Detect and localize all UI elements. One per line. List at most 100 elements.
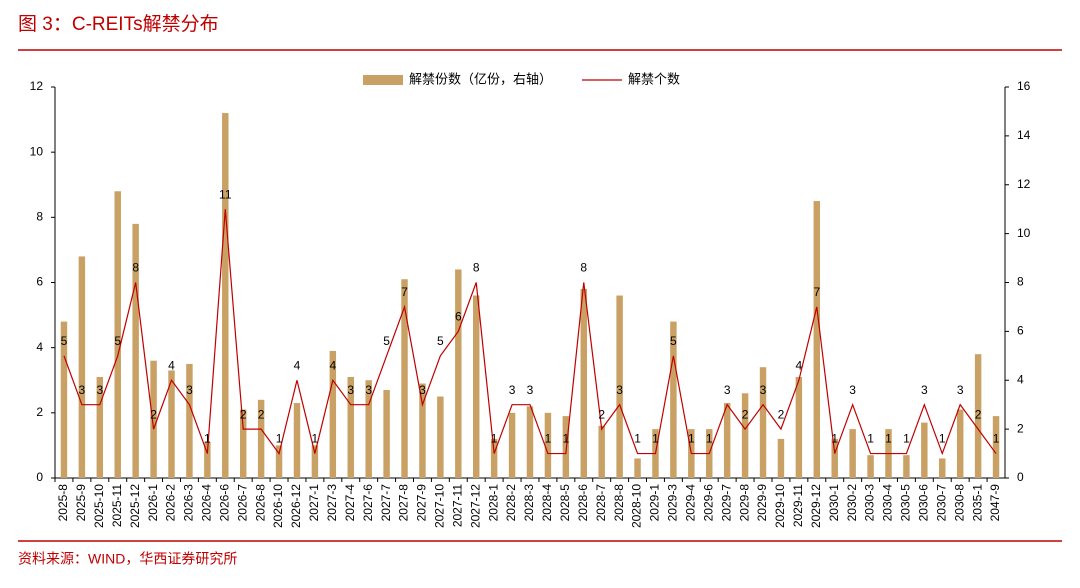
data-label: 1 (312, 432, 319, 446)
data-label: 2 (258, 407, 265, 421)
bar (168, 370, 175, 478)
x-tick-label: 2029-8 (737, 484, 751, 522)
x-tick-label: 2029-10 (773, 484, 787, 528)
bar (795, 376, 803, 478)
data-label: 7 (813, 285, 820, 299)
data-label: 3 (527, 383, 534, 397)
legend-label: 解禁份数（亿份，右轴） (409, 71, 552, 86)
y2-tick-label: 0 (1017, 470, 1024, 484)
bar (311, 445, 319, 478)
data-label: 5 (114, 334, 121, 348)
y2-tick-label: 2 (1017, 421, 1024, 435)
bar (939, 458, 946, 478)
bar (204, 442, 211, 478)
bar (365, 380, 372, 478)
data-label: 2 (975, 407, 982, 421)
bar (759, 367, 767, 478)
x-tick-label: 2027-12 (468, 484, 482, 528)
bar (473, 295, 480, 478)
data-label: 3 (365, 383, 372, 397)
data-label: 4 (294, 358, 301, 372)
x-tick-label: 2028-5 (558, 484, 572, 522)
x-tick-label: 2029-11 (791, 484, 805, 527)
x-tick-label: 2026-7 (235, 484, 249, 522)
bar (490, 438, 498, 478)
x-tick-label: 2026-1 (146, 484, 160, 522)
data-label: 3 (79, 383, 86, 397)
x-tick-label: 2025-11 (110, 484, 124, 527)
x-tick-label: 2027-10 (433, 484, 447, 528)
x-tick-label: 2027-8 (397, 484, 411, 522)
bar (150, 360, 157, 478)
x-tick-label: 2025-8 (56, 484, 70, 522)
bar (741, 393, 749, 478)
x-tick-label: 2028-2 (504, 484, 518, 522)
data-label: 3 (186, 383, 193, 397)
x-tick-label: 2028-3 (522, 484, 536, 522)
bar (78, 256, 86, 478)
x-tick-label: 2029-12 (809, 484, 823, 528)
y-tick-label: 8 (36, 210, 43, 224)
bar (849, 429, 856, 478)
x-tick-label: 2026-3 (182, 484, 196, 522)
x-tick-label: 2030-6 (917, 484, 931, 522)
bar (132, 223, 139, 478)
data-label: 1 (491, 432, 498, 446)
bar (580, 289, 587, 478)
bar (921, 422, 928, 478)
y2-tick-label: 6 (1017, 324, 1024, 338)
y2-tick-label: 4 (1017, 372, 1024, 386)
legend-swatch (363, 75, 403, 85)
x-tick-label: 2027-11 (450, 484, 464, 527)
data-label: 4 (796, 358, 803, 372)
data-label: 8 (580, 261, 587, 275)
x-tick-label: 2027-7 (379, 484, 393, 522)
x-tick-label: 2030-7 (934, 484, 948, 522)
bar (992, 416, 1000, 478)
bar (347, 376, 354, 478)
x-tick-label: 2029-6 (701, 484, 715, 522)
data-label: 3 (957, 383, 964, 397)
x-tick-label: 2026-12 (289, 484, 303, 528)
bar (526, 406, 534, 478)
data-label: 3 (616, 383, 623, 397)
x-tick-label: 2027-9 (415, 484, 429, 522)
x-tick-label: 2027-6 (361, 484, 375, 522)
x-tick-label: 2027-1 (307, 484, 321, 522)
data-label: 1 (204, 432, 211, 446)
bar (670, 321, 677, 478)
data-label: 3 (849, 383, 856, 397)
bar (222, 113, 229, 479)
data-label: 3 (760, 383, 767, 397)
x-tick-label: 2027-3 (325, 484, 339, 522)
y2-tick-label: 14 (1017, 128, 1031, 142)
bar (257, 399, 265, 478)
legend-label: 解禁个数 (628, 71, 680, 86)
data-label: 2 (240, 407, 247, 421)
data-label: 2 (778, 407, 785, 421)
data-label: 3 (921, 383, 928, 397)
x-tick-label: 2028-7 (594, 484, 608, 522)
data-label: 1 (276, 432, 283, 446)
source: 资料来源：WIND，华西证券研究所 (18, 551, 237, 567)
x-tick-label: 2030-1 (827, 484, 841, 522)
data-label: 5 (383, 334, 390, 348)
data-label: 3 (724, 383, 731, 397)
x-tick-label: 2029-9 (755, 484, 769, 522)
bar (114, 191, 121, 478)
data-label: 1 (652, 432, 659, 446)
data-label: 4 (329, 358, 336, 372)
data-label: 1 (867, 432, 874, 446)
bar (813, 201, 821, 478)
x-tick-label: 2025-10 (92, 484, 106, 528)
data-label: 1 (688, 432, 695, 446)
line (63, 209, 997, 456)
data-label: 1 (939, 432, 946, 446)
data-label: 2 (598, 407, 605, 421)
x-tick-label: 2030-3 (863, 484, 877, 522)
x-tick-label: 2028-10 (630, 484, 644, 528)
data-label: 5 (437, 334, 444, 348)
x-tick-label: 2025-12 (128, 484, 142, 528)
data-label: 3 (509, 383, 516, 397)
